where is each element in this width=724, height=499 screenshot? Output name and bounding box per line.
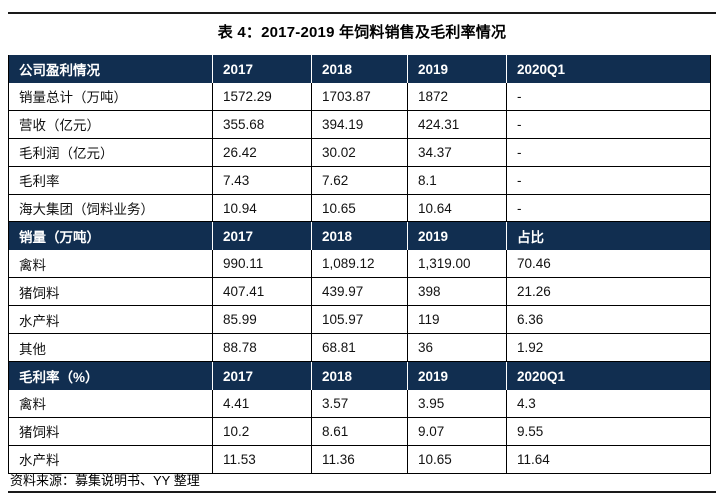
value-2017: 1572.29 bbox=[213, 83, 312, 110]
row-label: 毛利润（亿元） bbox=[9, 138, 213, 166]
value-2017: 11.53 bbox=[213, 445, 312, 473]
value-2018: 394.19 bbox=[312, 110, 408, 138]
header-cell-2018: 2018 bbox=[312, 222, 408, 251]
row-label: 禽料 bbox=[9, 390, 213, 417]
value-share: 1.92 bbox=[517, 340, 544, 356]
value-2017: 355.68 bbox=[213, 110, 312, 138]
value-2019: 1872 bbox=[408, 83, 507, 110]
table-row: 猪饲料 10.2 8.61 9.07 9.55 bbox=[9, 417, 710, 446]
value-2019: 34.37 bbox=[408, 138, 507, 166]
section-header-gross-margin: 毛利率（%） 2017 2018 2019 2020Q1 bbox=[9, 362, 710, 391]
row-label: 营收（亿元） bbox=[9, 110, 213, 138]
table-title: 表 4：2017-2019 年饲料销售及毛利率情况 bbox=[217, 24, 507, 41]
value-2018: 1,089.12 bbox=[312, 250, 408, 278]
value-2017: 85.99 bbox=[213, 306, 312, 334]
top-divider bbox=[8, 12, 716, 14]
header-cell-2020q1: 2020Q1 bbox=[517, 368, 566, 384]
value-2020q1: 11.64 bbox=[517, 451, 550, 467]
table-row: 禽料 990.11 1,089.12 1,319.00 70.46 bbox=[9, 250, 710, 279]
value-2020q1: - bbox=[517, 144, 522, 160]
table-row: 毛利率 7.43 7.62 8.1 - bbox=[9, 166, 710, 195]
value-2017: 4.41 bbox=[213, 390, 312, 417]
value-2018: 8.61 bbox=[312, 417, 408, 445]
header-cell-label: 公司盈利情况 bbox=[9, 55, 213, 83]
row-label: 海大集团（饲料业务） bbox=[9, 194, 213, 222]
header-cell-2017: 2017 bbox=[213, 222, 312, 251]
value-2017: 990.11 bbox=[213, 250, 312, 278]
value-2017: 26.42 bbox=[213, 138, 312, 166]
value-2019: 36 bbox=[408, 334, 507, 362]
table-row: 禽料 4.41 3.57 3.95 4.3 bbox=[9, 390, 710, 418]
table-row: 销量总计（万吨） 1572.29 1703.87 1872 - bbox=[9, 83, 710, 111]
value-2019: 3.95 bbox=[408, 390, 507, 417]
value-2018: 11.36 bbox=[312, 445, 408, 473]
table-row: 其他 88.78 68.81 36 1.92 bbox=[9, 334, 710, 363]
header-cell-2019: 2019 bbox=[408, 222, 507, 251]
value-2019: 10.64 bbox=[408, 194, 507, 222]
value-2018: 7.62 bbox=[312, 166, 408, 194]
table-row: 水产料 85.99 105.97 119 6.36 bbox=[9, 306, 710, 335]
value-2017: 10.94 bbox=[213, 194, 312, 222]
row-label: 猪饲料 bbox=[9, 278, 213, 306]
value-share: 21.26 bbox=[517, 284, 551, 300]
header-cell-label: 销量（万吨） bbox=[9, 222, 213, 251]
header-cell-2017: 2017 bbox=[213, 362, 312, 391]
value-2019: 119 bbox=[408, 306, 507, 334]
header-cell-2019: 2019 bbox=[408, 362, 507, 391]
value-2019: 1,319.00 bbox=[408, 250, 507, 278]
row-label: 水产料 bbox=[9, 445, 213, 473]
value-2020q1: 9.55 bbox=[517, 423, 544, 439]
value-2017: 10.2 bbox=[213, 417, 312, 445]
header-cell-share: 占比 bbox=[517, 230, 544, 246]
table-row: 猪饲料 407.41 439.97 398 21.26 bbox=[9, 278, 710, 307]
value-2018: 30.02 bbox=[312, 138, 408, 166]
value-2018: 68.81 bbox=[312, 334, 408, 362]
table-row: 毛利润（亿元） 26.42 30.02 34.37 - bbox=[9, 138, 710, 167]
value-share: 70.46 bbox=[517, 256, 551, 272]
section-header-sales-volume: 销量（万吨） 2017 2018 2019 占比 bbox=[9, 222, 710, 251]
row-label: 销量总计（万吨） bbox=[9, 83, 213, 110]
value-share: 6.36 bbox=[517, 312, 544, 328]
header-cell-2018: 2018 bbox=[312, 362, 408, 391]
table-row: 营收（亿元） 355.68 394.19 424.31 - bbox=[9, 110, 710, 139]
value-2017: 88.78 bbox=[213, 334, 312, 362]
row-label: 水产料 bbox=[9, 306, 213, 334]
value-2019: 9.07 bbox=[408, 417, 507, 445]
header-cell-2017: 2017 bbox=[213, 55, 312, 83]
feed-sales-table: 公司盈利情况 2017 2018 2019 2020Q1 销量总计（万吨） 15… bbox=[8, 55, 711, 474]
header-cell-2018: 2018 bbox=[312, 55, 408, 83]
value-2018: 439.97 bbox=[312, 278, 408, 306]
value-2018: 105.97 bbox=[312, 306, 408, 334]
value-2019: 10.65 bbox=[408, 445, 507, 473]
section-header-company-profit: 公司盈利情况 2017 2018 2019 2020Q1 bbox=[9, 55, 710, 83]
value-2019: 398 bbox=[408, 278, 507, 306]
value-2020q1: - bbox=[517, 172, 522, 188]
value-2018: 1703.87 bbox=[312, 83, 408, 110]
value-2020q1: - bbox=[517, 116, 522, 132]
value-2017: 407.41 bbox=[213, 278, 312, 306]
row-label: 猪饲料 bbox=[9, 417, 213, 445]
header-cell-label: 毛利率（%） bbox=[9, 362, 213, 391]
value-2019: 424.31 bbox=[408, 110, 507, 138]
value-2020q1: 4.3 bbox=[517, 395, 536, 411]
value-2019: 8.1 bbox=[408, 166, 507, 194]
row-label: 禽料 bbox=[9, 250, 213, 278]
value-2018: 10.65 bbox=[312, 194, 408, 222]
value-2017: 7.43 bbox=[213, 166, 312, 194]
value-2018: 3.57 bbox=[312, 390, 408, 417]
header-cell-2020q1: 2020Q1 bbox=[517, 61, 566, 77]
row-label: 毛利率 bbox=[9, 166, 213, 194]
row-label: 其他 bbox=[9, 334, 213, 362]
table-row: 水产料 11.53 11.36 10.65 11.64 bbox=[9, 445, 710, 474]
value-2020q1: - bbox=[517, 200, 522, 216]
source-note: 资料来源：募集说明书、YY 整理 bbox=[10, 473, 200, 488]
table-row: 海大集团（饲料业务） 10.94 10.65 10.64 - bbox=[9, 194, 710, 223]
header-cell-2019: 2019 bbox=[408, 55, 507, 83]
value-2020q1: - bbox=[517, 88, 522, 104]
bottom-divider bbox=[8, 491, 716, 493]
